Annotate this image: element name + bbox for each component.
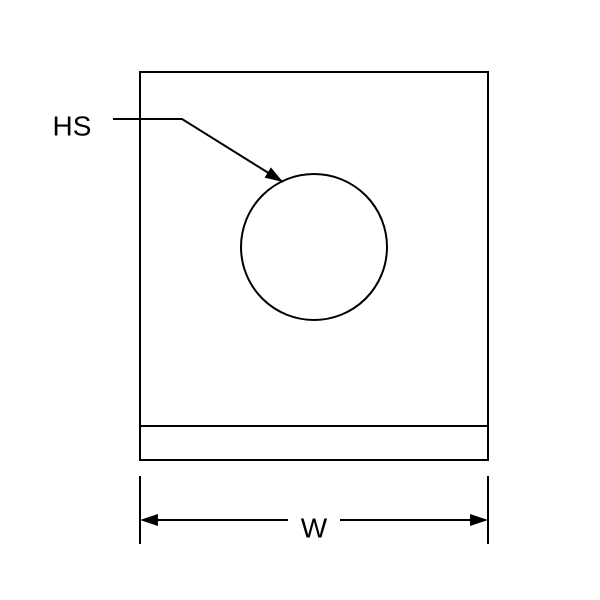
technical-drawing: HS W [0,0,600,600]
hs-label: HS [53,110,92,141]
canvas-background [0,0,600,600]
w-label: W [301,512,328,543]
